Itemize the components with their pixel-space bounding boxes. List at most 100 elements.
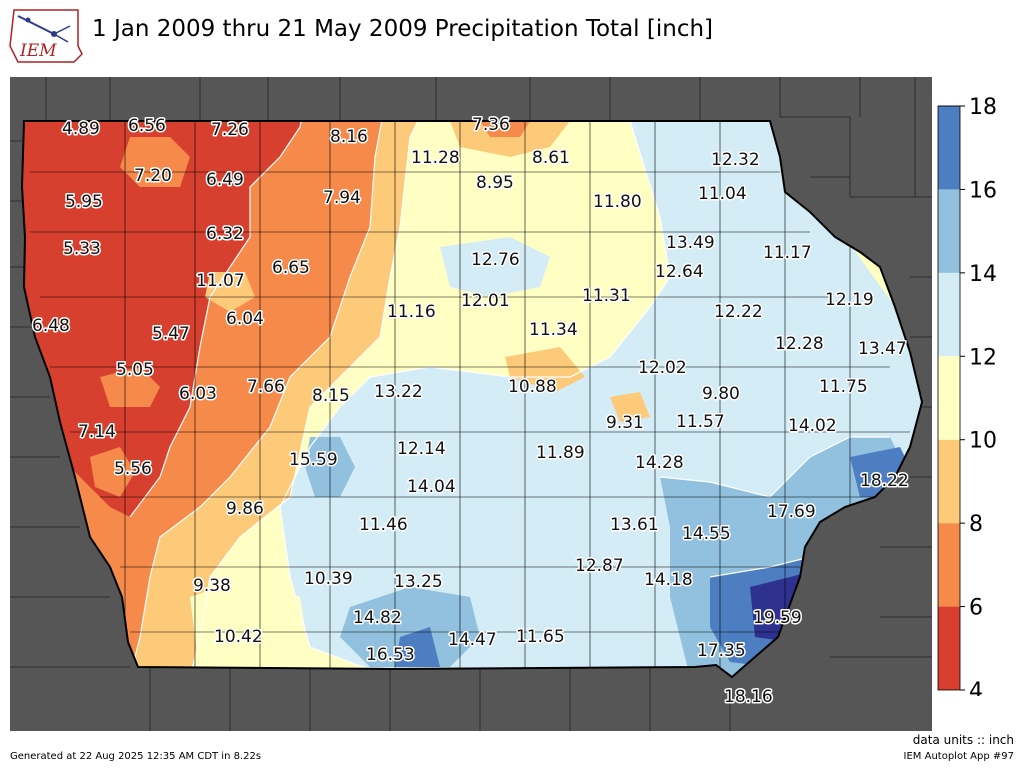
station-value-label: 10.39	[304, 569, 353, 589]
station-value-label: 13.49	[666, 233, 715, 253]
colorbar-bin	[938, 272, 960, 357]
station-value-label: 14.55	[682, 524, 731, 544]
station-value-label: 5.47	[152, 324, 190, 344]
county-lines	[30, 121, 910, 677]
precipitation-map: 4.89 6.56 7.26 8.16 7.36 11.28 8.61 12.32 7.20 6.…	[10, 77, 932, 731]
app-note: IEM Autoplot App #97	[903, 751, 1014, 762]
station-value-label: 14.47	[448, 630, 497, 650]
colorbar-frame	[937, 105, 961, 691]
station-value-label: 13.61	[610, 515, 659, 535]
station-value-label: 11.07	[196, 271, 245, 291]
station-value-label: 13.47	[858, 339, 907, 359]
station-value-label: 6.65	[272, 258, 310, 278]
colorbar-bin	[938, 189, 960, 273]
station-value-label: 8.16	[330, 127, 368, 147]
station-value-label: 6.04	[226, 309, 264, 329]
station-value-label: 12.87	[575, 556, 624, 576]
station-value-label: 7.36	[472, 115, 510, 135]
station-value-label: 11.31	[582, 286, 631, 306]
station-value-label: 14.02	[788, 416, 837, 436]
iem-logo: IEM	[9, 9, 83, 63]
station-value-label: 7.20	[134, 166, 172, 186]
station-value-label: 14.82	[353, 608, 402, 628]
station-value-label: 10.42	[214, 627, 263, 647]
station-value-label: 11.65	[516, 627, 565, 647]
station-value-label: 12.19	[825, 290, 874, 310]
station-value-label: 6.32	[206, 224, 244, 244]
station-value-label: 5.95	[65, 192, 103, 212]
station-value-label: 12.32	[711, 150, 760, 170]
colorbar-tick-label: 14	[969, 262, 997, 287]
colorbar-tick-label: 8	[969, 512, 983, 537]
colorbar-tick-label: 10	[969, 429, 997, 454]
station-value-label: 14.28	[635, 453, 684, 473]
station-value-label: 6.56	[128, 116, 166, 136]
station-value-label: 8.61	[532, 148, 570, 168]
station-value-label: 8.15	[312, 386, 350, 406]
colorbar-bin	[938, 106, 960, 190]
station-value-label: 9.38	[193, 576, 231, 596]
station-value-label: 18.16	[724, 687, 773, 707]
station-value-label: 10.88	[508, 377, 557, 397]
colorbar-bin	[938, 606, 960, 690]
colorbar-tick-label: 18	[969, 95, 997, 120]
outside-county-lines	[10, 77, 932, 731]
colorbar: 4 6 8 10 12 14 16 18	[937, 95, 997, 696]
station-value-label: 12.76	[471, 250, 520, 270]
station-value-label: 8.95	[476, 173, 514, 193]
station-value-label: 11.17	[763, 243, 812, 263]
colorbar-bin	[938, 523, 960, 607]
station-labels: 4.89 6.56 7.26 8.16 7.36 11.28 8.61 12.32 7.20 6.…	[31, 114, 911, 709]
station-value-label: 17.69	[767, 502, 816, 522]
colorbar-ticks: 4 6 8 10 12 14 16 18	[960, 95, 997, 696]
units-note: data units :: inch	[912, 733, 1014, 747]
station-value-label: 5.05	[116, 360, 154, 380]
station-value-label: 6.49	[206, 170, 244, 190]
station-value-label: 19.59	[753, 608, 802, 628]
colorbar-bin	[938, 439, 960, 524]
station-value-label: 11.57	[676, 412, 725, 432]
colorbar-tick-label: 4	[969, 679, 983, 696]
generated-note: Generated at 22 Aug 2025 12:35 AM CDT in…	[10, 751, 262, 762]
colorbar-tick-label: 16	[969, 178, 997, 203]
station-value-label: 11.89	[536, 443, 585, 463]
station-value-label: 7.94	[323, 188, 361, 208]
station-value-label: 13.22	[374, 382, 423, 402]
logo-text: IEM	[19, 41, 57, 61]
station-value-label: 11.34	[529, 320, 578, 340]
station-value-label: 9.86	[226, 499, 264, 519]
station-value-label: 9.80	[702, 384, 740, 404]
station-value-label: 5.33	[63, 239, 101, 259]
station-value-label: 6.48	[32, 316, 70, 336]
station-value-label: 12.02	[638, 358, 687, 378]
colorbar-tick-label: 12	[969, 345, 997, 370]
station-value-label: 9.31	[606, 413, 644, 433]
station-value-label: 6.03	[179, 384, 217, 404]
station-value-label: 7.66	[247, 377, 285, 397]
station-value-label: 7.14	[78, 422, 116, 442]
iowa-border	[20, 120, 924, 679]
station-value-label: 12.22	[714, 302, 763, 322]
station-value-label: 18.22	[860, 471, 909, 491]
colorbar-bins	[937, 105, 961, 691]
colorbar-bin	[938, 356, 960, 440]
colorbar-tick-label: 6	[969, 596, 983, 621]
station-value-label: 4.89	[62, 119, 100, 139]
station-value-label: 11.80	[593, 192, 642, 212]
station-value-label: 13.25	[394, 572, 443, 592]
station-value-label: 12.64	[655, 262, 704, 282]
station-value-label: 7.26	[211, 120, 249, 140]
station-value-label: 5.56	[114, 459, 152, 479]
station-value-label: 11.04	[698, 184, 747, 204]
station-value-label: 12.28	[775, 334, 824, 354]
station-value-label: 12.01	[461, 291, 510, 311]
station-value-label: 15.59	[289, 450, 338, 470]
station-value-label: 14.04	[407, 477, 456, 497]
map-title: 1 Jan 2009 thru 21 May 2009 Precipitatio…	[92, 16, 714, 42]
station-value-label: 14.18	[644, 570, 693, 590]
station-value-label: 11.28	[411, 148, 460, 168]
station-value-label: 11.75	[819, 377, 868, 397]
station-value-label: 11.16	[387, 302, 436, 322]
station-value-label: 17.35	[697, 641, 746, 661]
station-value-label: 11.46	[359, 515, 408, 535]
